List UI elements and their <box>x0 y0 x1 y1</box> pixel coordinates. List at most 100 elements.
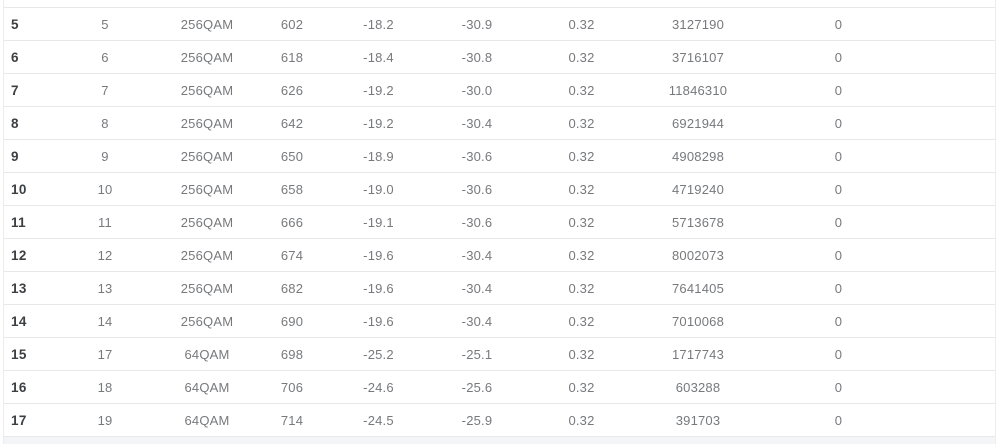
table-cell: -19.6 <box>363 280 394 296</box>
table-cell: 13 <box>97 280 113 296</box>
table-cell: -30.8 <box>461 49 493 65</box>
table-cell: 0 <box>834 214 843 230</box>
table-cell: 0.32 <box>568 148 595 164</box>
table-cell: 12 <box>11 247 27 263</box>
table-cell: 16 <box>11 379 27 395</box>
table-cell: -18.2 <box>363 16 394 32</box>
table-cell: 0.32 <box>568 49 595 65</box>
table-cell: 256QAM <box>180 214 234 230</box>
table-cell: 0.32 <box>568 214 595 230</box>
table-cell: -30.9 <box>461 16 493 32</box>
table-cell: 0 <box>834 280 843 296</box>
table-cell: 0.32 <box>568 379 595 395</box>
table-row: 10 10 256QAM 658 -19.0 -30.6 0.32 4719240 0 <box>4 173 995 206</box>
table-cell: 0.32 <box>568 346 595 362</box>
table-cell: 64QAM <box>184 379 230 395</box>
table-cell: 674 <box>280 247 304 263</box>
table-cell: 256QAM <box>180 148 234 164</box>
table-cell: 602 <box>280 16 304 32</box>
table-cell: 11 <box>98 214 112 230</box>
table-cell: 12 <box>97 247 113 263</box>
table-cell: 7010068 <box>671 313 724 329</box>
table-cell: 0 <box>834 247 843 263</box>
table-cell: 10 <box>11 181 27 197</box>
table-cell: -30.4 <box>461 280 493 296</box>
table-cell: 256QAM <box>180 82 234 98</box>
table-cell: 13 <box>11 280 27 296</box>
table-cell: -30.6 <box>461 148 493 164</box>
table-row: 7 7 256QAM 626 -19.2 -30.0 0.32 11846310 0 <box>4 74 995 107</box>
table-cell: 603288 <box>675 379 721 395</box>
table-cell: 391703 <box>675 412 721 428</box>
table-cell: 0 <box>834 148 843 164</box>
table-cell: 0.32 <box>568 313 595 329</box>
table-cell: 0 <box>834 49 843 65</box>
table-cell: -25.1 <box>461 346 493 362</box>
table-cell: -30.6 <box>461 181 493 197</box>
table-row: 9 9 256QAM 650 -18.9 -30.6 0.32 4908298 0 <box>4 140 995 173</box>
table-cell: 256QAM <box>180 16 234 32</box>
table-cell: -25.9 <box>461 412 493 428</box>
table-cell: 0 <box>834 115 843 131</box>
table-cell: 0 <box>834 16 843 32</box>
table-cell: 0.32 <box>568 412 595 428</box>
channel-status-table: 5 5 256QAM 602 -18.2 -30.9 0.32 3127190 0 6 6 256QA… <box>3 0 996 444</box>
table-cell: 14 <box>11 313 27 329</box>
partial-row-bottom <box>4 437 995 444</box>
table-row: 8 8 256QAM 642 -19.2 -30.4 0.32 6921944 0 <box>4 107 995 140</box>
table-cell: 256QAM <box>180 247 234 263</box>
table-row: 6 6 256QAM 618 -18.4 -30.8 0.32 3716107 0 <box>4 41 995 74</box>
table-cell: 0 <box>834 313 843 329</box>
partial-row-top <box>4 0 995 8</box>
table-cell: -30.6 <box>461 214 493 230</box>
table-cell: -19.2 <box>363 115 394 131</box>
table-row: 5 5 256QAM 602 -18.2 -30.9 0.32 3127190 0 <box>4 8 995 41</box>
table-cell: 0.32 <box>568 16 595 32</box>
table-cell: -24.5 <box>363 412 394 428</box>
table-cell: 706 <box>280 379 304 395</box>
table-cell: 18 <box>97 379 113 395</box>
table-cell: 642 <box>280 115 304 131</box>
table-cell: 19 <box>97 412 113 428</box>
table-cell: 7 <box>101 82 109 98</box>
table-cell: -30.4 <box>461 247 493 263</box>
table-cell: 0.32 <box>568 181 595 197</box>
table-cell: -18.9 <box>363 148 394 164</box>
table-cell: 0.32 <box>568 280 595 296</box>
table-cell: 64QAM <box>184 346 230 362</box>
table-cell: 690 <box>280 313 304 329</box>
table-cell: -25.6 <box>461 379 493 395</box>
table-row: 11 11 256QAM 666 -19.1 -30.6 0.32 5713678 0 <box>4 206 995 239</box>
table-cell: 0 <box>834 379 843 395</box>
table-row: 16 18 64QAM 706 -24.6 -25.6 0.32 603288 0 <box>4 371 995 404</box>
table-cell: 10 <box>97 181 113 197</box>
table-cell: 3716107 <box>671 49 724 65</box>
table-cell: 64QAM <box>184 412 230 428</box>
table-cell: -19.6 <box>363 313 394 329</box>
table-cell: 4719240 <box>671 181 724 197</box>
table-cell: 650 <box>280 148 304 164</box>
table-cell: -19.0 <box>363 181 394 197</box>
table-cell: 1717743 <box>671 346 724 362</box>
table-cell: 8002073 <box>671 247 724 263</box>
table-cell: -30.4 <box>461 313 493 329</box>
table-body: 5 5 256QAM 602 -18.2 -30.9 0.32 3127190 0 6 6 256QA… <box>4 8 995 437</box>
table-cell: 256QAM <box>180 181 234 197</box>
table-cell: 6 <box>11 49 19 65</box>
table-cell: 0 <box>834 412 843 428</box>
table-cell: 5 <box>101 16 109 32</box>
table-cell: 0 <box>834 181 843 197</box>
table-cell: 6921944 <box>671 115 724 131</box>
table-cell: 714 <box>280 412 304 428</box>
table-cell: 7641405 <box>671 280 724 296</box>
table-row: 12 12 256QAM 674 -19.6 -30.4 0.32 8002073 0 <box>4 239 995 272</box>
table-cell: 5713678 <box>671 214 724 230</box>
table-cell: 658 <box>280 181 304 197</box>
table-cell: 256QAM <box>180 115 234 131</box>
table-cell: 11846310 <box>668 82 728 98</box>
table-cell: 14 <box>97 313 113 329</box>
table-cell: 0 <box>834 82 843 98</box>
table-cell: 0.32 <box>568 247 595 263</box>
table-cell: 682 <box>280 280 304 296</box>
table-cell: 0.32 <box>568 115 595 131</box>
